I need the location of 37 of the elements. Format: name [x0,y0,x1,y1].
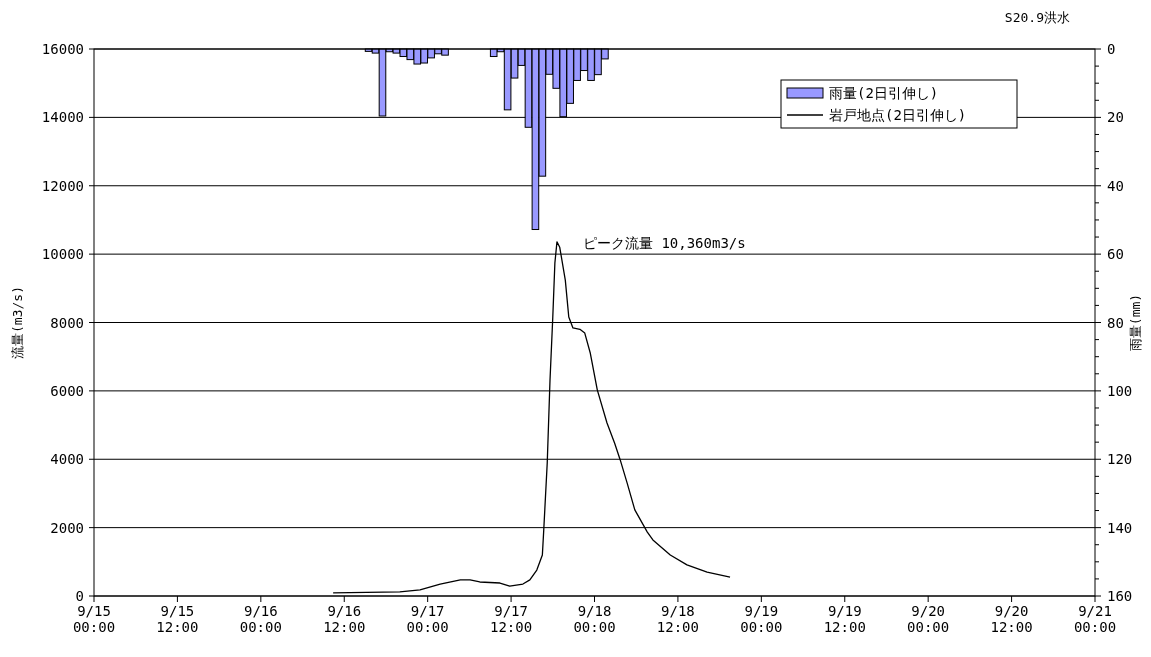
legend-label: 岩戸地点(2日引伸し) [829,107,967,123]
x-tick-label: 9/20 00:00 [907,603,950,636]
y-tick-label: 14000 [41,109,84,126]
y2-axis-title: 雨量(mm) [1128,293,1143,352]
y-tick-label: 4000 [50,451,84,468]
x-tick-label: 9/15 00:00 [72,603,116,636]
x-tick-label: 9/15 12:00 [156,603,199,636]
y2-tick-label: 100 [1107,382,1133,399]
y-tick-label: 8000 [50,314,84,331]
annotation: ピーク流量 10,360m3/s [582,234,746,251]
x-tick-label: 9/18 00:00 [573,603,616,636]
x-tick-label: 9/18 12:00 [656,603,699,636]
legend-label: 雨量(2日引伸し) [829,85,939,101]
x-tick-label: 9/19 12:00 [823,603,866,636]
x-tick-label: 9/16 12:00 [323,603,366,636]
y-tick-label: 6000 [50,382,84,399]
y2-tick-label: 160 [1107,588,1133,604]
y2-tick-label: 60 [1107,246,1124,263]
y-tick-label: 16000 [41,41,84,57]
x-tick-label: 9/20 12:00 [990,603,1033,636]
x-tick-label: 9/19 00:00 [740,603,783,636]
x-tick-label: 9/21 00:00 [1073,603,1117,636]
y-tick-label: 10000 [41,246,84,263]
y-tick-label: 2000 [50,519,84,536]
y-axis-title: 流量(m3/s) [10,286,25,359]
y2-tick-label: 120 [1107,451,1133,468]
y2-tick-label: 20 [1107,109,1124,126]
y-tick-label: 0 [75,588,84,604]
y2-tick-label: 140 [1107,519,1133,536]
y2-tick-label: 0 [1107,41,1116,57]
chart-title: S20.9洪水 [1004,10,1070,25]
x-tick-label: 9/17 00:00 [406,603,449,636]
x-tick-label: 9/16 00:00 [239,603,282,636]
x-tick-label: 9/17 12:00 [490,603,533,636]
y2-tick-label: 40 [1107,177,1124,194]
y-tick-label: 12000 [41,177,84,194]
y2-tick-label: 80 [1107,314,1124,331]
